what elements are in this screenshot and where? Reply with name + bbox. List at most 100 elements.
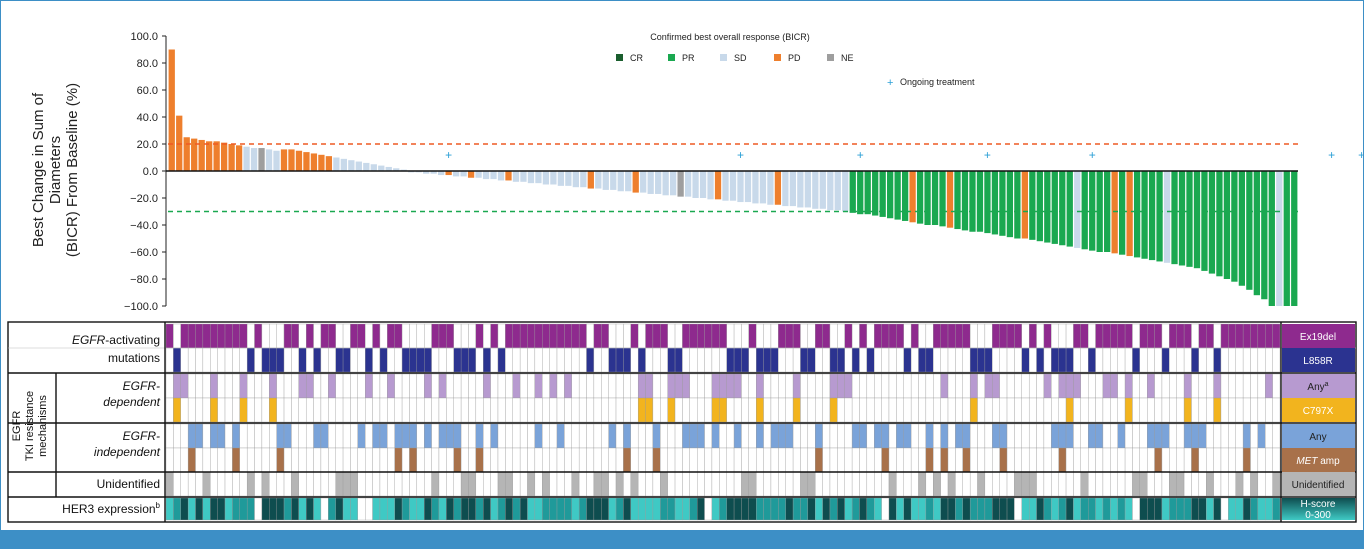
response-bar bbox=[378, 165, 385, 171]
response-bar bbox=[505, 171, 512, 181]
response-bar bbox=[1029, 171, 1036, 240]
response-bar bbox=[1253, 171, 1260, 296]
response-bar bbox=[243, 146, 250, 171]
y-tick-label: 20.0 bbox=[137, 139, 158, 151]
legend-swatch bbox=[668, 54, 675, 61]
response-bar bbox=[1223, 171, 1231, 279]
response-bar bbox=[1044, 171, 1051, 243]
response-bar bbox=[834, 171, 841, 211]
tag-label-line2: 0-300 bbox=[1305, 510, 1331, 521]
independent-label-line1: EGFR- bbox=[123, 429, 160, 443]
her3-tag-box bbox=[1282, 498, 1355, 520]
response-bar bbox=[1163, 171, 1171, 263]
legend-swatch bbox=[720, 54, 727, 61]
response-bar bbox=[1141, 171, 1148, 259]
y-tick-label: −20.0 bbox=[130, 193, 158, 205]
response-bar bbox=[280, 149, 288, 171]
response-bar bbox=[984, 171, 991, 234]
response-bar bbox=[393, 168, 400, 171]
tag-label: H-score bbox=[1300, 499, 1335, 510]
response-bar bbox=[976, 171, 984, 232]
response-bar bbox=[1156, 171, 1163, 262]
response-bar bbox=[1126, 171, 1133, 257]
y-axis-label-line: (BICR) From Baseline (%) bbox=[64, 83, 81, 257]
tag-label-text: Unidentified bbox=[1292, 480, 1345, 491]
response-bar bbox=[789, 171, 797, 207]
tag-box bbox=[1282, 348, 1355, 372]
tag-box bbox=[1282, 448, 1355, 472]
heatmap-border bbox=[7, 321, 1357, 523]
response-bar bbox=[901, 171, 909, 221]
resistance-label-line3: mechanisms bbox=[37, 395, 49, 457]
response-bar bbox=[1208, 171, 1216, 274]
response-bar bbox=[438, 171, 445, 176]
tag-label: Anya bbox=[1307, 381, 1328, 393]
response-bar bbox=[295, 150, 303, 171]
legend-swatch bbox=[616, 54, 623, 61]
group-label-part: EGFR bbox=[72, 333, 106, 347]
tag-box bbox=[1282, 398, 1355, 422]
response-bar bbox=[632, 171, 639, 193]
response-bar bbox=[497, 171, 505, 181]
response-bar bbox=[752, 171, 759, 204]
response-bar bbox=[318, 154, 325, 171]
response-bar bbox=[1089, 171, 1096, 251]
response-bar bbox=[250, 148, 258, 171]
response-bar bbox=[946, 171, 954, 228]
tag-label-text: Ex19del bbox=[1300, 332, 1336, 343]
response-bar bbox=[991, 171, 999, 235]
dependent-label-line1: EGFR- bbox=[123, 379, 160, 393]
response-bar bbox=[939, 171, 946, 227]
response-bar bbox=[744, 171, 752, 203]
ongoing-plus-icon: + bbox=[737, 148, 744, 162]
ongoing-plus-icon: + bbox=[984, 148, 991, 162]
legend-label: NE bbox=[841, 53, 854, 63]
response-bar bbox=[827, 171, 834, 211]
response-bar bbox=[288, 149, 295, 171]
response-bar bbox=[999, 171, 1006, 236]
resistance-label-line2: TKI resistance bbox=[24, 391, 36, 461]
response-bar bbox=[879, 171, 886, 217]
response-bar bbox=[1074, 171, 1081, 248]
response-bar bbox=[310, 153, 318, 171]
group-label-part: HER3 expression bbox=[62, 502, 155, 516]
tag-label: MET amp bbox=[1296, 456, 1340, 467]
response-bar bbox=[857, 171, 864, 215]
y-tick-label: 80.0 bbox=[137, 58, 158, 70]
tag-label: C797X bbox=[1303, 406, 1334, 417]
response-bar bbox=[475, 171, 482, 178]
legend-swatch bbox=[774, 54, 781, 61]
response-bar bbox=[640, 171, 647, 193]
response-bar bbox=[1238, 171, 1246, 286]
response-bar bbox=[565, 171, 572, 186]
response-bar bbox=[348, 160, 355, 171]
response-bar bbox=[782, 171, 789, 207]
response-bar bbox=[580, 171, 587, 188]
y-tick-label: −60.0 bbox=[130, 247, 158, 259]
ongoing-markers: ++++++++++++ bbox=[445, 148, 1364, 162]
response-bar bbox=[206, 141, 213, 171]
response-bar bbox=[1291, 171, 1298, 306]
response-bar bbox=[864, 171, 871, 215]
ongoing-legend: + Ongoing treatment bbox=[887, 77, 975, 89]
activating-label-line1: EGFR-activating bbox=[72, 333, 160, 347]
tag-label: Ex19del bbox=[1300, 332, 1336, 343]
response-bar bbox=[265, 149, 273, 171]
response-bar bbox=[490, 171, 497, 180]
response-bar bbox=[258, 148, 265, 171]
response-bar bbox=[423, 171, 430, 174]
y-axis-label: Best Change in Sum of Diameters (BICR) Fro… bbox=[30, 83, 81, 257]
ongoing-plus-icon: + bbox=[857, 148, 864, 162]
response-bar bbox=[1066, 171, 1073, 247]
response-bar bbox=[467, 171, 475, 178]
response-bar bbox=[482, 171, 490, 180]
response-bar bbox=[1021, 171, 1028, 239]
tag-label: Unidentified bbox=[1292, 480, 1345, 491]
heatmap-cell bbox=[1272, 397, 1281, 423]
y-tick-label: 40.0 bbox=[137, 112, 158, 124]
tag-box bbox=[1282, 424, 1355, 448]
response-bar bbox=[1006, 171, 1014, 238]
response-bar bbox=[542, 171, 550, 185]
response-bar bbox=[333, 157, 340, 171]
response-bar bbox=[729, 171, 737, 201]
